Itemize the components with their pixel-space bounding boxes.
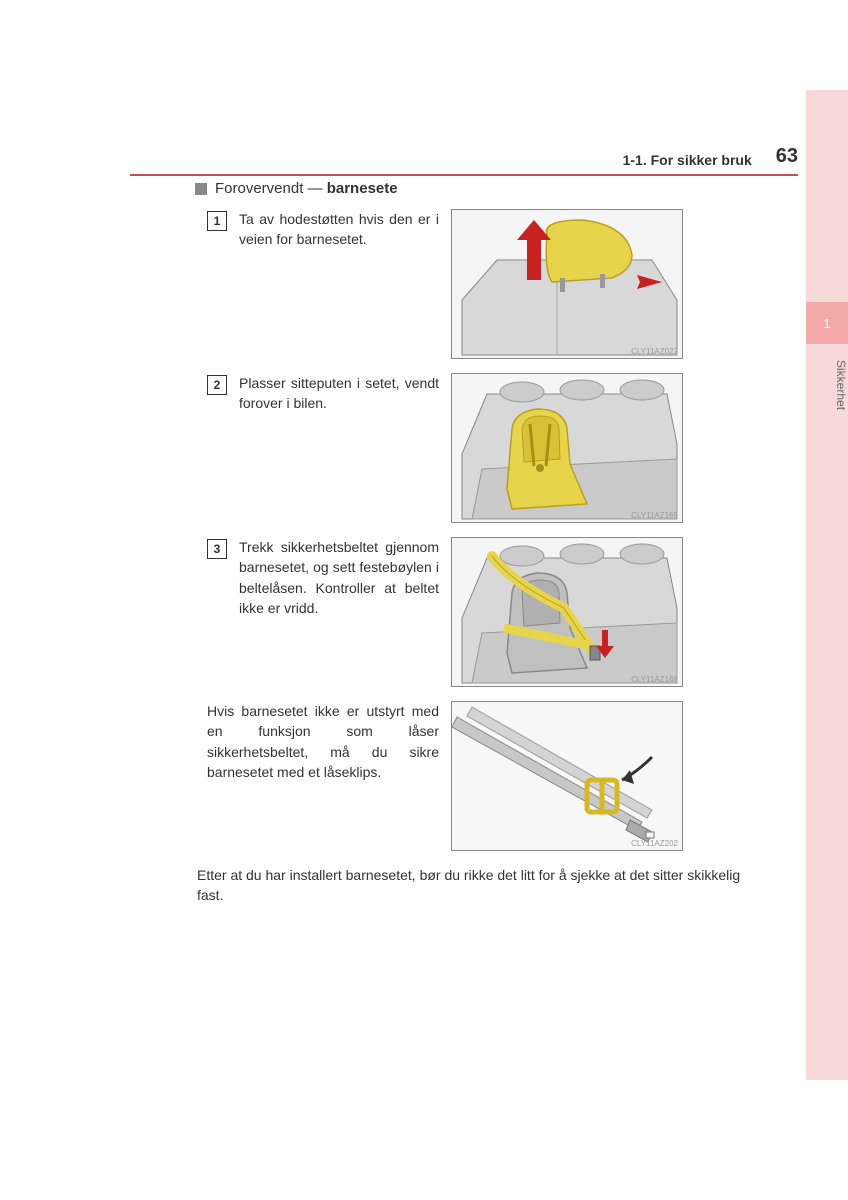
- chapter-tab: 1: [806, 302, 848, 344]
- title-dash: —: [303, 180, 326, 197]
- illustration-headrest: CLY11AZ022: [451, 209, 683, 359]
- page-header: 1-1. For sikker bruk 63: [130, 145, 798, 176]
- header-section-title: 1-1. For sikker bruk: [623, 152, 752, 168]
- side-bar: [806, 90, 848, 1080]
- section-title-row: Forovervendt — barnesete: [195, 180, 765, 197]
- bottom-note: Etter at du har installert barnesetet, b…: [197, 865, 757, 906]
- chapter-number: 1: [823, 316, 830, 331]
- title-suffix: barnesete: [327, 180, 398, 197]
- illustration-ref: CLY11AZ168: [631, 675, 678, 684]
- bullet-square-icon: [195, 183, 207, 195]
- step-number-box: 2: [207, 375, 227, 395]
- illustration-ref: CLY11AZ202: [631, 839, 678, 848]
- step-row: 3 Trekk sikkerhetsbeltet gjennom barnese…: [207, 537, 765, 687]
- illustration-ref: CLY11AZ165: [631, 511, 678, 520]
- content-area: Forovervendt — barnesete 1 Ta av hodestø…: [195, 180, 765, 906]
- step-row-note: Hvis barnesetet ikke er utstyrt med en f…: [207, 701, 765, 851]
- step-text: Ta av hodestøtten hvis den er i veien fo…: [239, 209, 439, 250]
- chapter-label: Sikkerhet: [806, 356, 848, 410]
- illustration-seatbelt-through: CLY11AZ168: [451, 537, 683, 687]
- step-text: Trekk sikkerhetsbeltet gjennom barnesete…: [239, 537, 439, 618]
- illustration-ref: CLY11AZ022: [631, 347, 678, 356]
- step-number: 2: [214, 378, 221, 392]
- step-number-box: 1: [207, 211, 227, 231]
- step-row: 1 Ta av hodestøtten hvis den er i veien …: [207, 209, 765, 359]
- step-text: Plasser sitteputen i setet, vendt forove…: [239, 373, 439, 414]
- page-number: 63: [776, 145, 798, 168]
- section-title: Forovervendt — barnesete: [215, 180, 398, 197]
- step-number-box: 3: [207, 539, 227, 559]
- step-number: 1: [214, 214, 221, 228]
- illustration-locking-clip: CLY11AZ202: [451, 701, 683, 851]
- step-number: 3: [214, 542, 221, 556]
- illustration-childseat-placed: CLY11AZ165: [451, 373, 683, 523]
- page: 1 Sikkerhet 1-1. For sikker bruk 63 Foro…: [0, 0, 848, 1200]
- step-row: 2 Plasser sitteputen i setet, vendt foro…: [207, 373, 765, 523]
- note-text: Hvis barnesetet ikke er utstyrt med en f…: [207, 701, 439, 782]
- title-prefix: Forovervendt: [215, 180, 303, 197]
